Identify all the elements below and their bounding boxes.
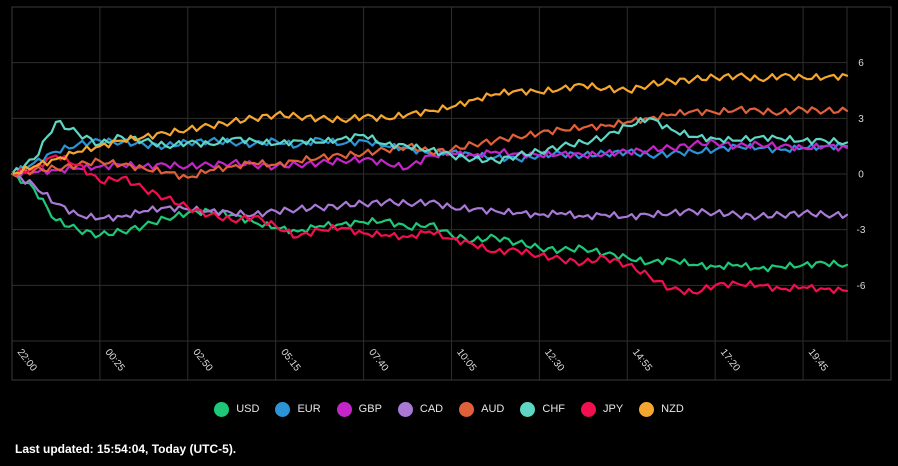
legend-label: JPY [602,403,624,415]
legend-label: CAD [419,403,444,415]
legend-item-cad[interactable]: CAD [397,401,444,417]
chart-frame [11,6,892,381]
series-line-usd [10,172,849,273]
legend-item-jpy[interactable]: JPY [580,401,624,417]
legend-label: NZD [661,403,684,415]
legend-item-aud[interactable]: AUD [459,401,505,417]
legend-item-chf[interactable]: CHF [520,401,565,417]
legend-swatch [520,401,536,417]
legend-swatch [214,401,230,417]
legend-swatch [639,401,655,417]
fx-strength-chart: 630-3-6 22:00 00:25 02:50 05:15 07:40 10:05 12… [0,0,898,395]
y-tick-label: -6 [857,281,866,292]
y-tick-label: 3 [858,114,864,125]
chart-background [0,0,898,395]
legend-label: USD [236,403,260,415]
legend-swatch [336,401,352,417]
legend-label: AUD [481,403,505,415]
legend-swatch [459,401,475,417]
legend-item-usd[interactable]: USD [214,401,260,417]
last-updated-text: Last updated: 15:54:04, Today (UTC-5). [15,442,237,456]
y-tick-label: 6 [858,58,864,69]
series-line-chf [10,116,849,176]
legend-label: EUR [297,403,321,415]
y-tick-label: 0 [858,170,864,181]
y-axis-tick-labels: 6 3 0 -3 -6 [857,58,866,292]
chart-legend: USD EUR GBP CAD AUD CHF JPY NZD [0,399,898,419]
series-line-nzd [10,72,849,176]
legend-item-gbp[interactable]: GBP [336,401,382,417]
series-line-aud [10,105,849,180]
legend-swatch [397,401,413,417]
legend-item-eur[interactable]: EUR [275,401,321,417]
legend-swatch [275,401,291,417]
series-line-gbp [10,138,849,177]
y-tick-label: -3 [857,225,866,236]
series-lines [10,72,849,296]
legend-label: GBP [358,403,382,415]
legend-swatch [580,401,596,417]
legend-item-nzd[interactable]: NZD [639,401,684,417]
legend-label: CHF [542,403,565,415]
series-line-cad [10,172,849,222]
series-line-eur [10,136,849,176]
series-line-jpy [10,154,849,296]
grid-lines [12,7,891,380]
